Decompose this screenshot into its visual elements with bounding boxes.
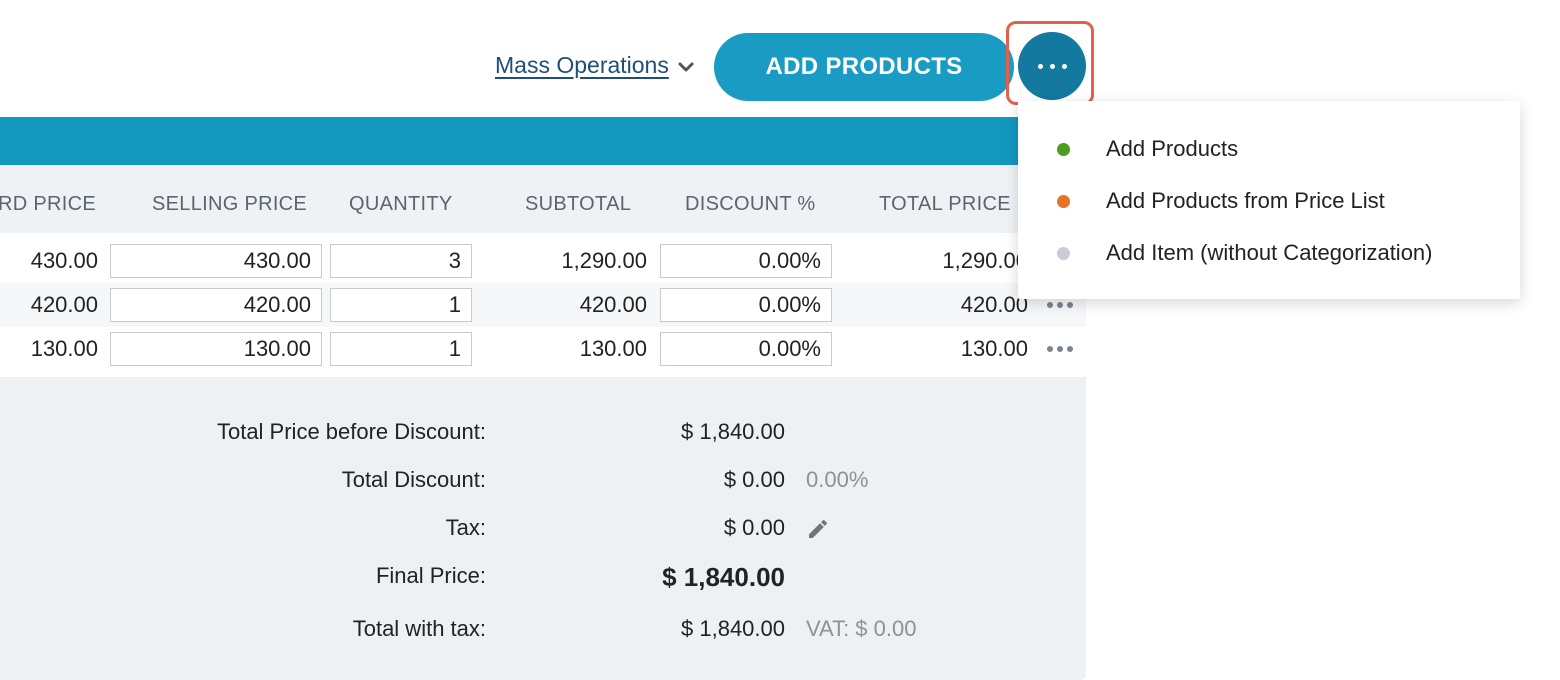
- discount-input[interactable]: 0.00%: [660, 244, 832, 278]
- status-dot-icon: [1057, 143, 1070, 156]
- total-price-cell: 130.00: [960, 336, 1028, 361]
- more-options-button[interactable]: [1018, 32, 1086, 100]
- add-products-button[interactable]: ADD PRODUCTS: [714, 33, 1014, 101]
- menu-item-label: Add Products: [1106, 136, 1239, 161]
- discount-input[interactable]: 0.00%: [660, 288, 832, 322]
- total-discount-label: Total Discount:: [341, 467, 486, 492]
- table-header-row: [0, 165, 1086, 233]
- add-products-button-label: ADD PRODUCTS: [765, 53, 963, 80]
- subtotal-cell: 1,290.00: [561, 248, 647, 273]
- pencil-icon[interactable]: [806, 517, 830, 541]
- row-menu-button[interactable]: [1047, 346, 1073, 352]
- total-before-discount-value: $ 1,840.00: [681, 419, 785, 444]
- subtotal-cell: 130.00: [579, 336, 647, 361]
- final-price-label: Final Price:: [375, 563, 486, 588]
- selling-price-input[interactable]: 130.00: [110, 332, 322, 366]
- table-row: 130.00 130.00 1 130.00 0.00% 130.00: [0, 327, 1086, 371]
- column-header-quantity: QUANTITY: [349, 193, 453, 215]
- total-with-tax-value: $ 1,840.00: [681, 616, 785, 641]
- mass-operations-dropdown[interactable]: Mass Operations: [495, 52, 695, 79]
- subtotal-cell: 420.00: [579, 292, 647, 317]
- menu-item-add-products-from-price-list[interactable]: Add Products from Price List: [1018, 175, 1520, 227]
- row-menu-button[interactable]: [1047, 302, 1073, 308]
- table-title-bar: [0, 117, 1086, 165]
- column-header-selling-price: SELLING PRICE: [152, 193, 308, 215]
- final-price-value: $ 1,840.00: [662, 562, 785, 592]
- table-row: 430.00 430.00 3 1,290.00 0.00% 1,290.00: [0, 239, 1086, 283]
- mass-operations-label: Mass Operations: [495, 52, 669, 78]
- column-header-subtotal: SUBTOTAL: [525, 193, 632, 215]
- quantity-input[interactable]: 1: [330, 288, 472, 322]
- total-before-discount-label: Total Price before Discount:: [216, 419, 486, 444]
- menu-item-label: Add Products from Price List: [1106, 188, 1385, 213]
- selling-price-input[interactable]: 430.00: [110, 244, 322, 278]
- tax-label: Tax:: [445, 515, 486, 540]
- table-row: 420.00 420.00 1 420.00 0.00% 420.00: [0, 283, 1086, 327]
- column-header-discount: DISCOUNT %: [685, 193, 816, 215]
- quantity-input[interactable]: 3: [330, 244, 472, 278]
- menu-item-label: Add Item (without Categorization): [1106, 240, 1433, 265]
- selling-price-input[interactable]: 420.00: [110, 288, 322, 322]
- discount-input[interactable]: 0.00%: [660, 332, 832, 366]
- price-summary-panel: [0, 377, 1086, 680]
- menu-item-add-products[interactable]: Add Products: [1018, 123, 1520, 175]
- vat-text: VAT: $ 0.00: [806, 616, 917, 641]
- column-header-total-price: TOTAL PRICE: [879, 193, 1011, 215]
- status-dot-icon: [1057, 247, 1070, 260]
- quantity-input[interactable]: 1: [330, 332, 472, 366]
- standard-price-cell: 430.00: [30, 248, 98, 273]
- add-products-menu: Add Products Add Products from Price Lis…: [1018, 101, 1520, 299]
- more-horizontal-icon: [1037, 63, 1067, 69]
- column-header-standard-price: RD PRICE: [0, 193, 96, 215]
- total-with-tax-label: Total with tax:: [352, 616, 486, 641]
- total-discount-value: $ 0.00: [723, 467, 785, 492]
- tax-value: $ 0.00: [723, 515, 785, 540]
- total-price-cell: 1,290.00: [942, 248, 1028, 273]
- chevron-down-icon: [678, 62, 694, 71]
- total-price-cell: 420.00: [960, 292, 1028, 317]
- standard-price-cell: 420.00: [30, 292, 98, 317]
- standard-price-cell: 130.00: [30, 336, 98, 361]
- total-discount-percent: 0.00%: [806, 467, 869, 492]
- menu-item-add-item-without-categorization[interactable]: Add Item (without Categorization): [1018, 227, 1520, 279]
- status-dot-icon: [1057, 195, 1070, 208]
